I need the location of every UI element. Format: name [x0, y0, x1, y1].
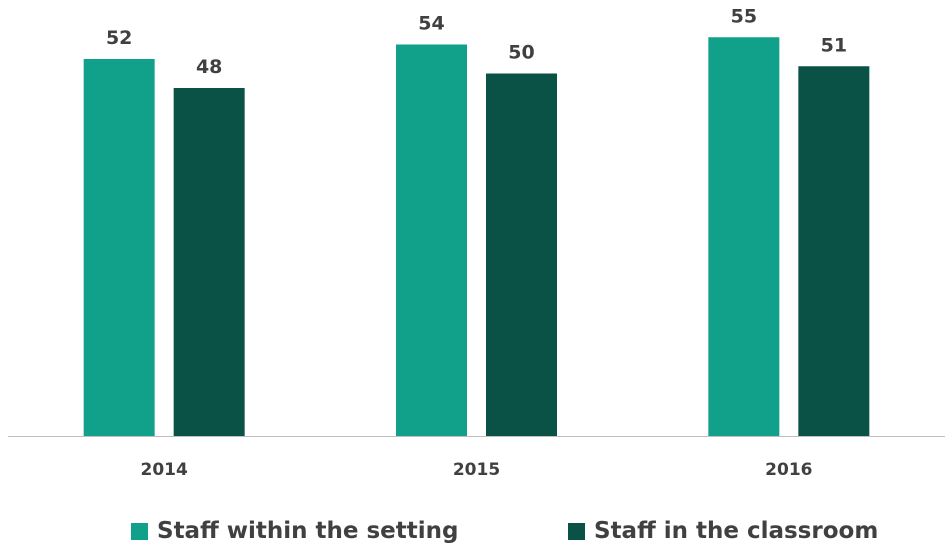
- x-tick-label-2014: 2014: [141, 460, 188, 480]
- legend-item-staff-within-the-setting: Staff within the setting: [131, 518, 458, 544]
- legend-item-staff-in-the-classroom: Staff in the classroom: [568, 518, 878, 544]
- legend-swatch-staff-in-the-classroom: [568, 522, 585, 540]
- data-label-staff-within-the-setting-2014: 52: [106, 27, 132, 49]
- bar-chart: 52 48 2014 54 50 2015 55 51 2016: [8, 5, 945, 480]
- bar-staff-in-the-classroom-2016: [798, 66, 870, 436]
- bar-staff-within-the-setting-2015: [396, 44, 467, 436]
- bar-staff-in-the-classroom-2014: [173, 88, 245, 436]
- bar-staff-in-the-classroom-2015: [486, 73, 557, 436]
- x-tick-label-2015: 2015: [453, 460, 500, 480]
- legend-label-staff-in-the-classroom: Staff in the classroom: [594, 518, 879, 544]
- bar-staff-within-the-setting-2014: [83, 59, 155, 436]
- legend-swatch-staff-within-the-setting: [131, 522, 148, 540]
- data-label-staff-within-the-setting-2015: 54: [418, 13, 444, 35]
- data-label-staff-in-the-classroom-2016: 51: [821, 34, 847, 56]
- data-label-staff-in-the-classroom-2015: 50: [508, 42, 534, 64]
- legend: Staff within the setting Staff in the cl…: [0, 516, 945, 548]
- data-label-staff-within-the-setting-2016: 55: [731, 5, 757, 27]
- legend-label-staff-within-the-setting: Staff within the setting: [157, 518, 459, 544]
- bar-staff-within-the-setting-2016: [708, 37, 780, 436]
- x-tick-label-2016: 2016: [765, 460, 812, 480]
- data-label-staff-in-the-classroom-2014: 48: [196, 56, 222, 78]
